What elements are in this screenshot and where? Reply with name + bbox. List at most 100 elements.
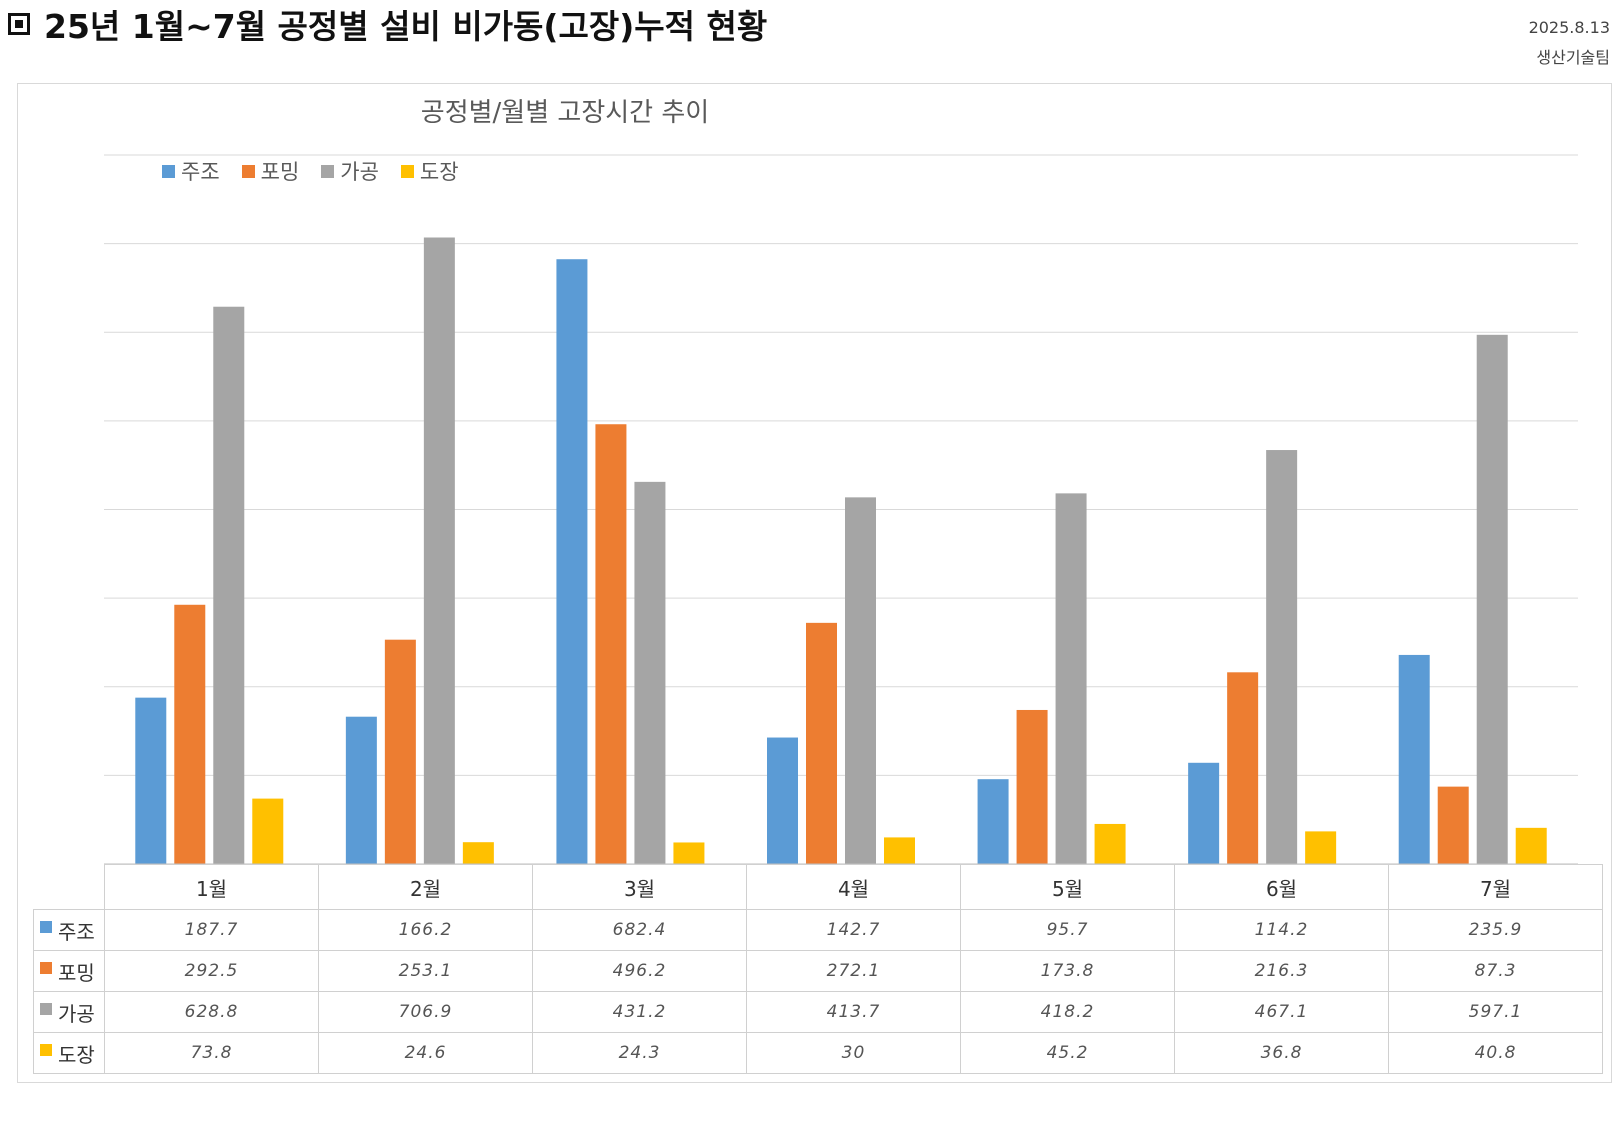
table-cell: 292.5 xyxy=(104,950,319,992)
table-cell: 706.9 xyxy=(318,991,533,1033)
month-header: 4월 xyxy=(746,864,961,910)
legend-swatch-casting xyxy=(162,164,175,178)
bar-주조-5월 xyxy=(977,779,1009,864)
row-header-machining: 가공 xyxy=(33,991,105,1033)
legend-item-machining: 가공 xyxy=(321,156,379,186)
table-cell: 597.1 xyxy=(1388,991,1603,1033)
table-cell: 36.8 xyxy=(1174,1032,1389,1074)
row-header-forming: 포밍 xyxy=(33,950,105,992)
table-cell: 187.7 xyxy=(104,909,319,951)
month-header: 3월 xyxy=(532,864,747,910)
row-label-painting: 도장 xyxy=(58,1042,95,1067)
table-cell: 235.9 xyxy=(1388,909,1603,951)
chart-legend: 주조 포밍 가공 도장 xyxy=(162,156,459,186)
table-cell: 413.7 xyxy=(746,991,961,1033)
table-cell: 95.7 xyxy=(960,909,1175,951)
bar-포밍-4월 xyxy=(806,622,837,864)
bar-도장-7월 xyxy=(1515,827,1547,864)
table-row-machining: 가공 628.8 706.9 431.2 413.7 418.2 467.1 5… xyxy=(33,991,1603,1033)
bar-도장-5월 xyxy=(1094,823,1126,864)
month-header: 1월 xyxy=(104,864,319,910)
bar-가공-4월 xyxy=(845,497,876,864)
month-header: 7월 xyxy=(1388,864,1603,910)
document-date: 2025.8.13 xyxy=(1528,18,1610,37)
table-cell: 40.8 xyxy=(1388,1032,1603,1074)
table-cell: 45.2 xyxy=(960,1032,1175,1074)
row-header-painting: 도장 xyxy=(33,1032,105,1074)
chart-title: 공정별/월별 고장시간 추이 xyxy=(420,98,710,128)
page-title: 25년 1월~7월 공정별 설비 비가동(고장)누적 현황 xyxy=(8,2,767,46)
legend-label-forming: 포밍 xyxy=(260,160,300,184)
table-cell: 114.2 xyxy=(1174,909,1389,951)
bar-포밍-6월 xyxy=(1227,672,1259,864)
row-header-casting: 주조 xyxy=(33,909,105,951)
legend-item-casting: 주조 xyxy=(162,156,220,186)
legend-swatch-painting xyxy=(400,164,414,178)
legend-swatch-forming xyxy=(241,164,255,178)
table-cell: 30 xyxy=(746,1032,961,1074)
table-row-forming: 포밍 292.5 253.1 496.2 272.1 173.8 216.3 8… xyxy=(33,950,1603,992)
row-swatch-machining xyxy=(40,1003,52,1015)
table-cell: 253.1 xyxy=(318,950,533,992)
row-swatch-casting xyxy=(40,921,52,933)
bar-포밍-7월 xyxy=(1437,786,1469,864)
bar-주조-2월 xyxy=(345,716,377,864)
bar-가공-5월 xyxy=(1055,493,1087,864)
bar-도장-2월 xyxy=(462,842,494,864)
legend-item-forming: 포밍 xyxy=(241,156,300,186)
legend-item-painting: 도장 xyxy=(400,156,459,186)
page-title-text: 25년 1월~7월 공정별 설비 비가동(고장)누적 현황 xyxy=(44,7,768,46)
row-swatch-forming xyxy=(40,962,52,974)
table-cell: 682.4 xyxy=(532,909,747,951)
bar-도장-6월 xyxy=(1305,831,1337,864)
bar-주조-7월 xyxy=(1398,654,1430,864)
table-cell: 216.3 xyxy=(1174,950,1389,992)
legend-label-painting: 도장 xyxy=(419,160,459,184)
bar-가공-2월 xyxy=(423,237,455,864)
bar-가공-6월 xyxy=(1266,450,1298,864)
table-cell: 467.1 xyxy=(1174,991,1389,1033)
legend-swatch-machining xyxy=(321,164,335,178)
bar-포밍-5월 xyxy=(1016,709,1048,864)
legend-label-casting: 주조 xyxy=(181,160,220,184)
square-bullet-icon xyxy=(8,13,30,35)
data-table: 1월 2월 3월 4월 5월 6월 7월 주조 187.7 166.2 682.… xyxy=(33,864,1603,1074)
bar-포밍-1월 xyxy=(174,604,206,864)
table-cell: 166.2 xyxy=(318,909,533,951)
month-header: 6월 xyxy=(1174,864,1389,910)
table-cell: 418.2 xyxy=(960,991,1175,1033)
bar-도장-1월 xyxy=(252,798,284,864)
bar-도장-4월 xyxy=(884,837,915,864)
bar-주조-4월 xyxy=(767,737,798,864)
table-row-painting: 도장 73.8 24.6 24.3 30 45.2 36.8 40.8 xyxy=(33,1032,1603,1074)
bar-가공-7월 xyxy=(1476,334,1508,864)
table-corner xyxy=(33,864,105,910)
row-label-forming: 포밍 xyxy=(58,960,95,985)
row-swatch-painting xyxy=(40,1044,52,1056)
row-label-machining: 가공 xyxy=(58,1001,95,1026)
table-row-casting: 주조 187.7 166.2 682.4 142.7 95.7 114.2 23… xyxy=(33,909,1603,951)
legend-label-machining: 가공 xyxy=(340,160,379,184)
month-header: 5월 xyxy=(960,864,1175,910)
table-cell: 73.8 xyxy=(104,1032,319,1074)
bar-가공-3월 xyxy=(634,481,666,864)
bar-가공-1월 xyxy=(213,306,245,864)
table-cell: 272.1 xyxy=(746,950,961,992)
table-cell: 496.2 xyxy=(532,950,747,992)
table-cell: 87.3 xyxy=(1388,950,1603,992)
table-cell: 173.8 xyxy=(960,950,1175,992)
month-header: 2월 xyxy=(318,864,533,910)
bar-주조-1월 xyxy=(135,697,167,864)
chart-frame xyxy=(17,83,1612,1083)
table-cell: 24.6 xyxy=(318,1032,533,1074)
table-cell: 142.7 xyxy=(746,909,961,951)
table-cell: 431.2 xyxy=(532,991,747,1033)
document-team: 생산기술팀 xyxy=(1536,48,1610,67)
bar-도장-3월 xyxy=(673,842,705,864)
bar-포밍-3월 xyxy=(595,424,627,864)
bar-주조-6월 xyxy=(1188,762,1220,864)
table-cell: 24.3 xyxy=(532,1032,747,1074)
table-cell: 628.8 xyxy=(104,991,319,1033)
bar-포밍-2월 xyxy=(384,639,416,864)
